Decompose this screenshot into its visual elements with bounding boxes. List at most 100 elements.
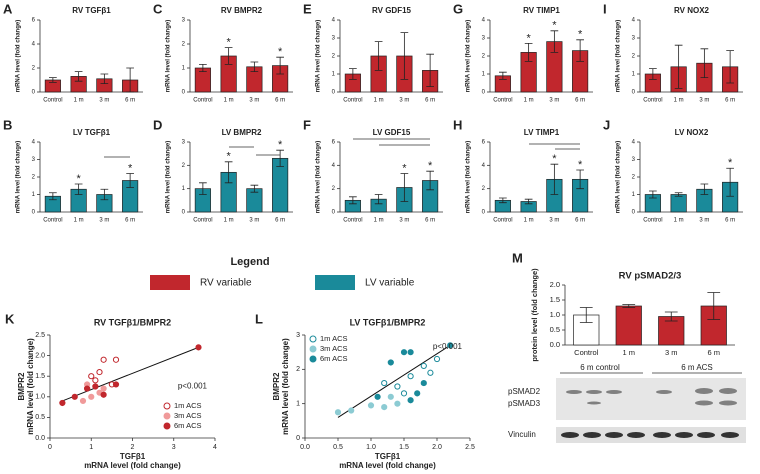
- y-axis-label: mRNA level (fold change): [16, 141, 22, 213]
- point: [92, 383, 99, 390]
- band: [606, 390, 622, 394]
- point: [96, 368, 103, 376]
- chart-title: RV TGFβ1/BMPR2: [94, 317, 171, 327]
- y-tick-label: 1: [482, 72, 486, 78]
- legend-label: 6m ACS: [320, 354, 348, 363]
- band: [695, 388, 713, 394]
- blot-group: 6 m ACS: [681, 363, 713, 372]
- significance: *: [552, 20, 557, 32]
- y-tick-label: 4: [332, 163, 336, 169]
- x-tick-label: 1.0: [366, 444, 376, 451]
- error-bar: [674, 192, 683, 197]
- x-tick-label: Control: [343, 218, 362, 224]
- point: [59, 399, 66, 407]
- x-tick-label: 1 m: [74, 98, 84, 104]
- error-bar: [349, 196, 357, 205]
- blot-group: 6 m control: [580, 363, 620, 372]
- y-tick-label: 3: [182, 140, 186, 146]
- point: [387, 393, 394, 400]
- significance: *: [428, 160, 433, 172]
- error-bar: [700, 48, 709, 78]
- y-tick-label: 6: [32, 18, 36, 24]
- y-tick-label: 0: [182, 210, 186, 216]
- significance: *: [278, 46, 283, 58]
- x-tick-label: 6 m: [425, 218, 435, 224]
- y-tick-label: 1: [182, 66, 186, 72]
- legend-label: 1m ACS: [174, 401, 202, 410]
- annotation: p<0.001: [178, 382, 208, 391]
- y-tick-label: 1.0: [35, 394, 45, 401]
- x-tick-label: 6 m: [125, 218, 135, 224]
- x-axis-label: mRNA level (fold change): [339, 461, 436, 470]
- significance: *: [402, 162, 407, 174]
- error-bar: [664, 311, 678, 322]
- band: [653, 432, 671, 438]
- point: [447, 342, 454, 349]
- panel-letter: C: [153, 1, 163, 16]
- x-tick-label: Control: [574, 348, 599, 357]
- y-tick-label: 6: [482, 140, 486, 146]
- blot-band-label: pSMAD2: [508, 387, 541, 396]
- error-bar: [700, 183, 709, 195]
- band: [566, 390, 582, 394]
- x-tick-label: 6 m: [725, 218, 735, 224]
- x-tick-label: 1 m: [74, 218, 84, 224]
- x-tick-label: 0.5: [333, 444, 343, 451]
- y-axis-label: mRNA level (fold change): [166, 141, 172, 213]
- y-tick-label: 1.5: [550, 295, 560, 304]
- panel-letter: M: [512, 250, 523, 265]
- band: [605, 432, 623, 438]
- significance-brackets: [104, 138, 580, 158]
- panel-letter: B: [3, 117, 12, 132]
- y-tick-label: 3: [632, 36, 636, 42]
- legend-swatch: [315, 275, 355, 290]
- x-tick-label: Control: [493, 218, 512, 224]
- y-tick-label: 0: [32, 90, 36, 96]
- y-tick-label: 1: [32, 192, 36, 198]
- band: [583, 432, 601, 438]
- point: [407, 397, 414, 404]
- y-tick-label: 0.5: [550, 325, 560, 334]
- legend-label: 6m ACS: [174, 421, 202, 430]
- error-bar: [224, 161, 233, 184]
- x-tick-label: 1.5: [399, 444, 409, 451]
- y-tick-label: 0: [182, 90, 186, 96]
- point: [100, 385, 107, 392]
- chart-title: RV NOX2: [674, 6, 710, 15]
- chart-title: LV TGFβ1: [73, 128, 111, 137]
- error-bar: [550, 163, 559, 195]
- y-axis-label: mRNA level (fold change): [466, 141, 472, 213]
- annotation: p<0.001: [433, 342, 463, 351]
- y-axis-label: mRNA level (fold change): [16, 20, 22, 92]
- fit-line: [62, 346, 199, 402]
- point: [100, 391, 107, 398]
- x-tick-label: 3 m: [699, 218, 709, 224]
- legend-marker: [309, 345, 317, 353]
- error-bar: [49, 77, 57, 83]
- y-tick-label: 0: [332, 210, 336, 216]
- band: [627, 432, 645, 438]
- y-tick-label: 1: [182, 186, 186, 192]
- x-tick-label: 0.0: [300, 444, 310, 451]
- band: [656, 390, 672, 394]
- panel-letter: D: [153, 117, 162, 132]
- y-tick-label: 4: [632, 18, 636, 24]
- y-tick-label: 0: [296, 435, 300, 442]
- point: [348, 407, 355, 414]
- bands: [566, 388, 737, 406]
- significance: *: [552, 153, 557, 165]
- legend-swatch: [150, 275, 190, 290]
- y-tick-label: 2: [632, 175, 636, 181]
- x-tick-label: 1: [89, 444, 93, 451]
- legend-label: LV variable: [365, 278, 415, 289]
- y-tick-label: 0: [632, 90, 636, 96]
- error-bar: [276, 56, 284, 75]
- significance: *: [226, 151, 231, 163]
- band: [561, 432, 579, 438]
- x-tick-label: 2.0: [432, 444, 442, 451]
- y-tick-label: 2: [482, 54, 486, 60]
- x-tick-label: 1 m: [524, 98, 534, 104]
- y-axis-label: mRNA level (fold change): [166, 20, 172, 92]
- significance: *: [226, 37, 231, 49]
- fit-line: [337, 344, 451, 418]
